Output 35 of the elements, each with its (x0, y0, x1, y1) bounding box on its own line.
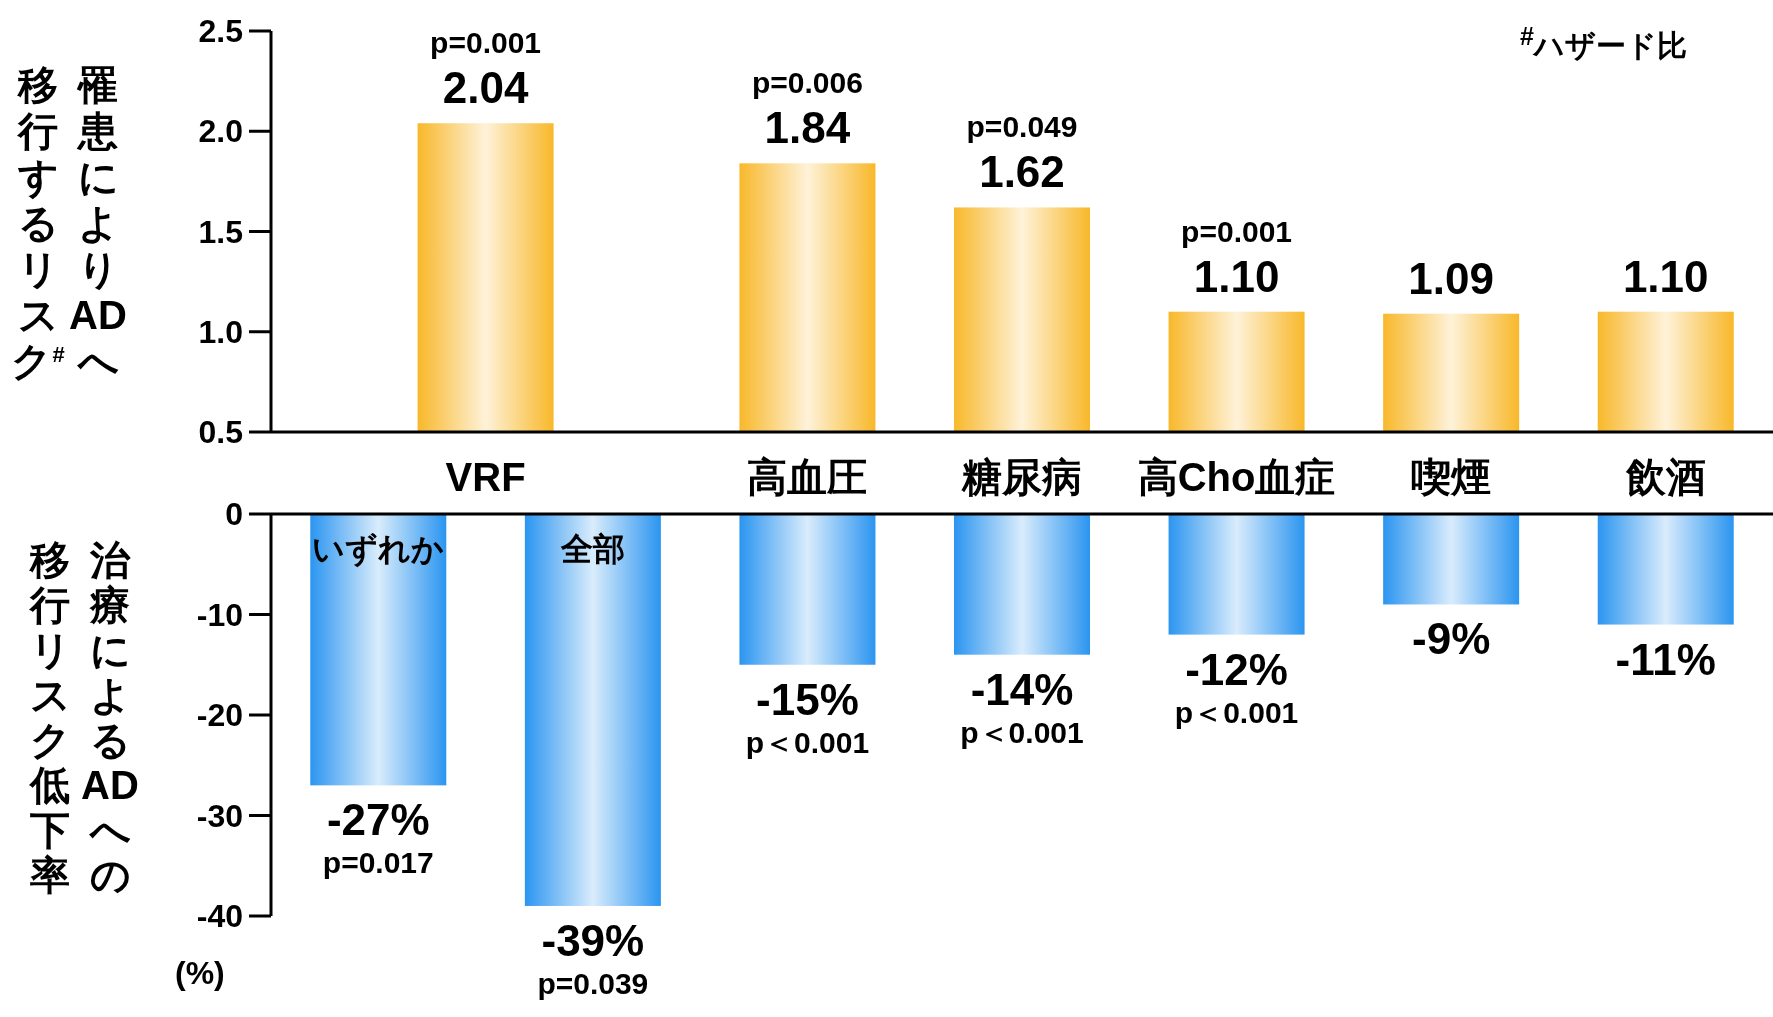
y-tick-label: -30 (196, 797, 243, 834)
data-label: p=0.006 1.84 (751, 66, 863, 153)
data-label: p=0.001 1.10 (1181, 214, 1293, 301)
x-tick-label: いずれか (312, 531, 445, 569)
data-label: -27% p=0.017 (322, 795, 434, 880)
data-label: p=0.001 2.04 (430, 26, 542, 113)
y-tick-label: -40 (196, 898, 243, 934)
annotation: $^{#}$ハザード比 (1520, 22, 1687, 64)
y-tick-label: 0 (225, 496, 243, 532)
y-tick-label: 1.5 (198, 213, 243, 250)
x-tick-label: 喫煙 (1411, 454, 1492, 499)
x-tick-label: 糖尿病 (961, 454, 1082, 499)
data-label: -11% (1615, 634, 1716, 684)
text: (%) (175, 955, 225, 992)
data-label: -39% p=0.039 (537, 915, 649, 1000)
x-tick-label: 全部 (559, 531, 625, 568)
y-tick-label: 0.5 (198, 414, 243, 450)
x-tick-label: VRF (445, 454, 526, 499)
data-label: -14% p＜0.001 (960, 664, 1084, 749)
text: 罹患によりADへ移行するリスク$^{#}$ (11, 63, 127, 383)
data-label: p=0.049 1.62 (966, 110, 1078, 197)
data-label: -15% p＜0.001 (745, 674, 870, 759)
data-label: 1.10 (1622, 251, 1709, 301)
y-tick-label: 1.0 (198, 313, 243, 350)
y-tick-label: -20 (196, 697, 243, 733)
x-tick-label: 高Cho血症 (1137, 454, 1336, 499)
x-tick-label: 飲酒 (1624, 454, 1706, 499)
x-tick-label: 高血圧 (747, 454, 868, 499)
data-label: -12% p＜0.001 (1174, 644, 1299, 729)
data-label: -9% (1412, 614, 1491, 664)
text: 治療によるADへの移行リスク低下率 (29, 538, 139, 897)
y-tick-label: -10 (196, 596, 243, 633)
y-tick-label: 2.0 (198, 113, 243, 150)
data-label: 1.09 (1408, 253, 1494, 303)
y-tick-label: 2.5 (198, 13, 243, 49)
